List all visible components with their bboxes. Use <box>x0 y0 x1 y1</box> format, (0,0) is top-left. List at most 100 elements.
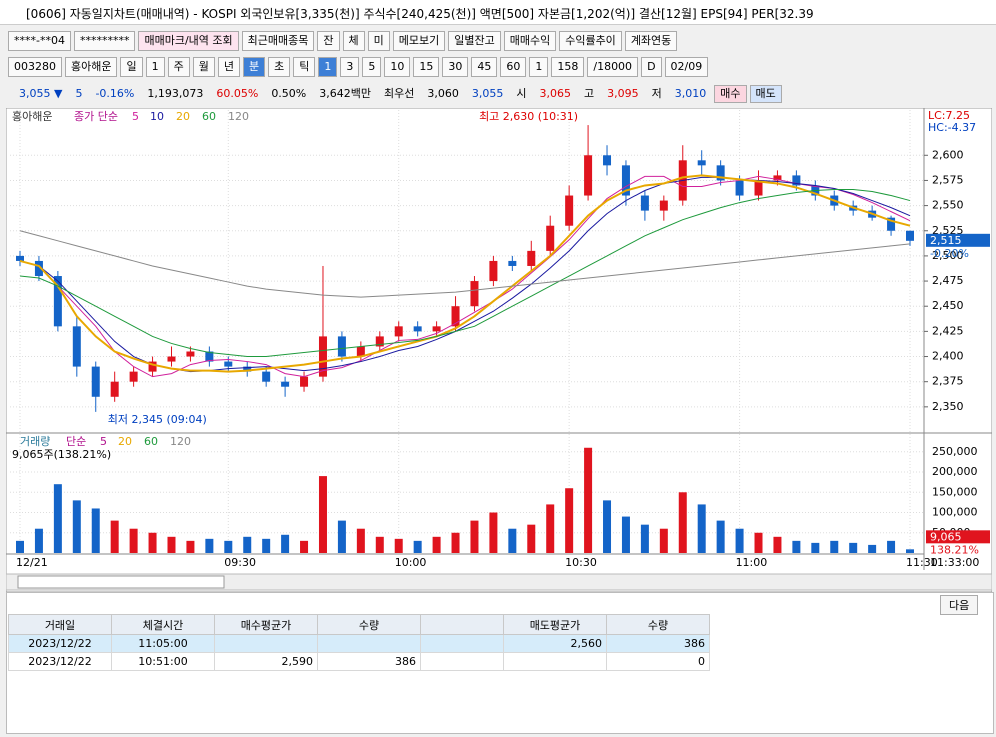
legend-entry: 5 <box>132 110 139 123</box>
toolbar-button[interactable]: D <box>641 57 662 77</box>
x-tick-label: 12/21 <box>16 556 48 569</box>
volume-bar <box>508 528 517 553</box>
candle-body <box>224 361 233 367</box>
toolbar-button[interactable]: 5 <box>362 57 382 77</box>
candle-body <box>91 366 100 397</box>
toolbar-button[interactable]: /18000 <box>587 57 639 77</box>
toolbar-button[interactable]: 틱 <box>293 57 316 77</box>
column-header: 거래일 <box>8 614 112 635</box>
toolbar-button[interactable]: 일별잔고 <box>448 31 501 51</box>
toolbar-button[interactable]: 1 <box>529 57 549 77</box>
quote-field[interactable]: 매도 <box>749 85 782 103</box>
toolbar-button[interactable]: 잔 <box>317 31 340 51</box>
column-header: 체결시간 <box>111 614 215 635</box>
toolbar-button[interactable]: 30 <box>442 57 469 77</box>
toolbar: ****-**04 ********* 매매마크/내역 조회 최근매매종목 잔 체 미 메모보… <box>8 31 678 51</box>
volume-bar <box>735 528 744 553</box>
clock: 11:33:00 <box>930 556 979 569</box>
quote-field[interactable]: 매수 <box>714 85 747 103</box>
candle-body <box>735 180 744 196</box>
candle-body <box>186 351 195 357</box>
toolbar-button[interactable]: 3 <box>340 57 360 77</box>
toolbar-button[interactable]: 계좌연동 <box>624 31 678 51</box>
toolbar-button[interactable]: 매매마크/내역 조회 <box>138 31 239 51</box>
moving-average-line <box>19 175 911 378</box>
toolbar-button[interactable]: 체 <box>342 31 365 51</box>
toolbar-button[interactable]: ****-**04 <box>8 31 71 51</box>
toolbar-button[interactable]: 02/09 <box>664 57 709 77</box>
quote-field: 3,065 <box>539 87 572 100</box>
volume-bar <box>394 538 403 553</box>
column-header: 매수평균가 <box>214 614 318 635</box>
legend-entry: 120 <box>170 435 191 448</box>
legend-entry: 20 <box>118 435 132 448</box>
toolbar-button[interactable]: 60 <box>500 57 527 77</box>
y-tick-label: 2,550 <box>932 199 964 212</box>
quote-field: 5 <box>75 87 83 100</box>
toolbar-button[interactable]: 홍아해운 <box>65 57 118 77</box>
toolbar-button[interactable]: 년 <box>217 57 240 77</box>
column-header: 수량 <box>606 614 710 635</box>
toolbar-button[interactable]: 매매수익 <box>503 31 557 51</box>
toolbar-button[interactable]: 월 <box>192 57 215 77</box>
volume-bar <box>356 528 365 553</box>
volume-bar <box>16 540 24 553</box>
quote-field: 저 <box>651 87 662 100</box>
toolbar-button[interactable]: 158 <box>551 57 585 77</box>
candle-body <box>792 175 801 186</box>
toolbar-button[interactable]: 초 <box>268 57 291 77</box>
volume-bar <box>186 540 195 553</box>
legend-entry: 10 <box>150 110 164 123</box>
candle-body <box>754 180 763 196</box>
y-tick-label: 2,600 <box>932 148 964 161</box>
toolbar-button[interactable]: 15 <box>413 57 440 77</box>
candle-body <box>34 260 43 277</box>
legend-entry: 120 <box>228 110 249 123</box>
toolbar-button[interactable]: 003280 <box>8 57 62 77</box>
y-tick-label: 2,475 <box>932 274 964 287</box>
chart: 2,350 2,375 2,400 2,425 2,450 2,475 2,500 2,525… <box>6 108 992 592</box>
toolbar-button[interactable]: 분 <box>242 57 266 77</box>
volume-ratio-label: 138.21% <box>930 543 979 556</box>
toolbar-button[interactable]: 수익률추이 <box>559 31 622 51</box>
toolbar-button[interactable]: 1 <box>145 57 165 77</box>
candle-body <box>318 336 327 377</box>
y-tick-label: 150,000 <box>932 485 978 498</box>
moving-average-line <box>19 188 911 358</box>
moving-average-line <box>19 174 911 373</box>
toolbar-button[interactable]: 최근매매종목 <box>241 31 315 51</box>
toolbar-button[interactable]: 10 <box>384 57 411 77</box>
table-row[interactable]: 2023/12/22 11:05:00 2,560 386 <box>8 634 710 653</box>
table-cell <box>503 652 607 671</box>
toolbar-button[interactable]: 일 <box>120 57 143 77</box>
candle-body <box>72 326 81 367</box>
candle-body <box>489 260 498 282</box>
table-cell: 11:05:00 <box>111 634 215 653</box>
toolbar-button[interactable]: 메모보기 <box>392 31 446 51</box>
volume-bar <box>72 500 81 553</box>
toolbar-button[interactable]: 1 <box>318 57 338 77</box>
volume-bar <box>603 500 612 553</box>
toolbar-button[interactable]: ********* <box>73 31 136 51</box>
table-cell: 2023/12/22 <box>8 652 112 671</box>
toolbar-button[interactable]: 미 <box>367 31 390 51</box>
toolbar-button[interactable]: 45 <box>471 57 498 77</box>
annotation: 최저 2,345 (09:04) <box>108 413 207 426</box>
legend-label: 단순 <box>66 435 86 448</box>
toolbar-button[interactable]: 주 <box>167 57 190 77</box>
volume-bar <box>621 516 630 553</box>
table-cell <box>214 634 318 653</box>
legend-label: 종가 단순 <box>74 110 118 123</box>
volume-bar <box>565 488 574 553</box>
candle-body <box>659 200 668 211</box>
candle-body <box>716 165 725 181</box>
next-button[interactable]: 다음 <box>940 595 979 615</box>
table-cell: 386 <box>606 634 710 653</box>
volume-bar <box>318 476 327 553</box>
volume-bar <box>375 536 384 553</box>
quote-field: 1,193,073 <box>147 87 204 100</box>
quote-field: 시 <box>516 87 527 100</box>
x-tick-label: 11:00 <box>736 556 768 569</box>
table-row[interactable]: 2023/12/22 10:51:00 2,590 386 0 <box>8 652 710 671</box>
